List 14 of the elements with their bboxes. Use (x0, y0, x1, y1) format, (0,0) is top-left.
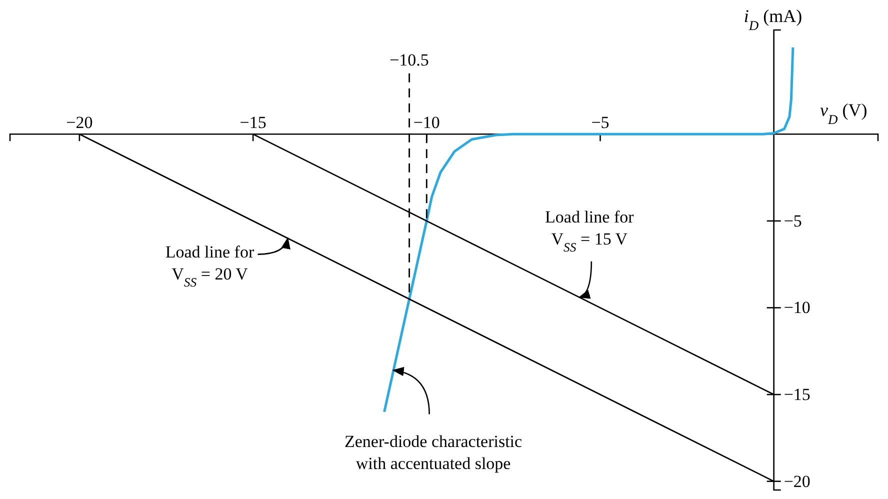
x-tick-label: −10 (413, 112, 440, 132)
y-tick-label: −5 (784, 211, 802, 230)
x-tick-label: −20 (66, 112, 93, 132)
annotation: Zener-diode characteristic with accentuated slope (344, 432, 523, 474)
x-tick-label: −5 (591, 112, 610, 132)
y-axis-title: i$_{D}$ (mA) (744, 6, 802, 32)
annotation: Load line for V$_{SS}$ = 20 V (165, 242, 254, 290)
y-tick-label: −15 (784, 384, 810, 404)
x-axis-title: v$_{D}$ (V) (820, 100, 868, 127)
y-tick-label: −10 (784, 298, 810, 318)
annotation: −10.5 (390, 50, 429, 70)
x-tick-label: −15 (240, 112, 266, 132)
annotation: Load line for V$_{SS}$ = 15 V (545, 207, 634, 254)
y-tick-label: −20 (784, 472, 810, 491)
